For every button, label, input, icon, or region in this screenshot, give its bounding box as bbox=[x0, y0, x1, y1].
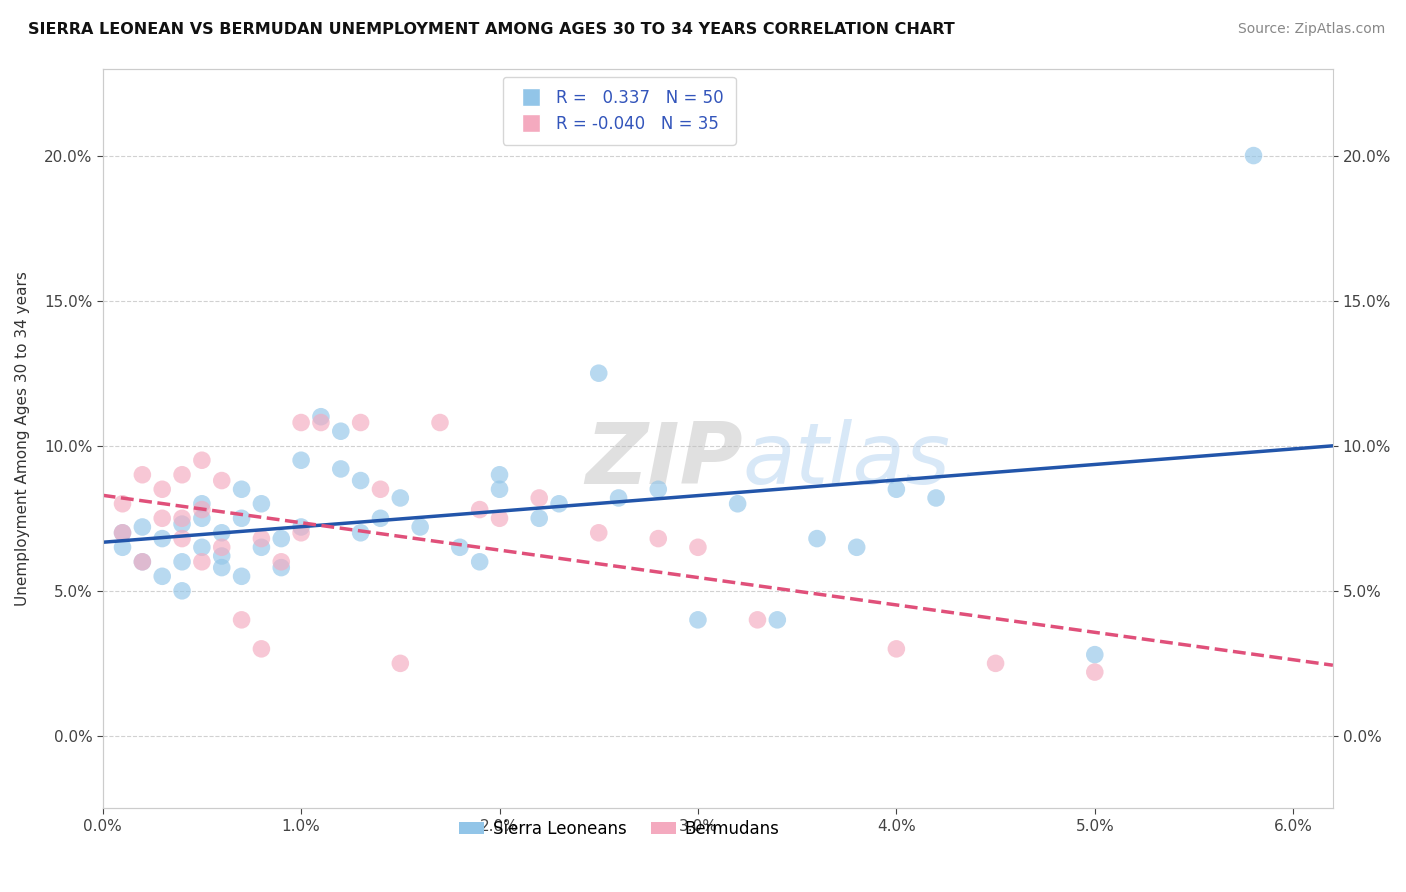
Point bbox=[231, 613, 253, 627]
Point bbox=[231, 482, 253, 496]
Point bbox=[309, 409, 332, 424]
Point bbox=[588, 366, 610, 380]
Point bbox=[170, 583, 193, 598]
Point bbox=[191, 511, 214, 525]
Point bbox=[131, 555, 153, 569]
Point bbox=[468, 502, 491, 516]
Point bbox=[290, 453, 312, 467]
Point bbox=[290, 416, 312, 430]
Point bbox=[270, 555, 292, 569]
Point bbox=[747, 613, 769, 627]
Point bbox=[370, 482, 392, 496]
Point bbox=[548, 497, 571, 511]
Point bbox=[131, 555, 153, 569]
Point bbox=[111, 525, 134, 540]
Point bbox=[150, 532, 173, 546]
Point bbox=[488, 482, 510, 496]
Point bbox=[191, 497, 214, 511]
Point bbox=[290, 525, 312, 540]
Point bbox=[231, 511, 253, 525]
Point bbox=[349, 474, 371, 488]
Point bbox=[191, 453, 214, 467]
Point bbox=[111, 525, 134, 540]
Point bbox=[170, 511, 193, 525]
Text: SIERRA LEONEAN VS BERMUDAN UNEMPLOYMENT AMONG AGES 30 TO 34 YEARS CORRELATION CH: SIERRA LEONEAN VS BERMUDAN UNEMPLOYMENT … bbox=[28, 22, 955, 37]
Point bbox=[727, 497, 749, 511]
Point bbox=[1084, 665, 1107, 679]
Point bbox=[984, 657, 1007, 671]
Point bbox=[211, 549, 233, 563]
Point bbox=[647, 482, 669, 496]
Point bbox=[211, 541, 233, 555]
Point bbox=[211, 525, 233, 540]
Point bbox=[250, 541, 273, 555]
Point bbox=[150, 482, 173, 496]
Point bbox=[686, 541, 709, 555]
Point bbox=[270, 532, 292, 546]
Point bbox=[845, 541, 868, 555]
Y-axis label: Unemployment Among Ages 30 to 34 years: Unemployment Among Ages 30 to 34 years bbox=[15, 271, 30, 606]
Point bbox=[449, 541, 471, 555]
Point bbox=[925, 491, 948, 505]
Point bbox=[211, 560, 233, 574]
Point bbox=[389, 491, 412, 505]
Point bbox=[191, 502, 214, 516]
Point bbox=[250, 641, 273, 656]
Point bbox=[329, 424, 352, 438]
Point bbox=[806, 532, 828, 546]
Point bbox=[349, 416, 371, 430]
Point bbox=[191, 555, 214, 569]
Point bbox=[150, 511, 173, 525]
Point bbox=[111, 541, 134, 555]
Legend: Sierra Leoneans, Bermudans: Sierra Leoneans, Bermudans bbox=[453, 814, 786, 845]
Text: Source: ZipAtlas.com: Source: ZipAtlas.com bbox=[1237, 22, 1385, 37]
Point bbox=[131, 520, 153, 534]
Point bbox=[529, 491, 551, 505]
Point bbox=[607, 491, 630, 505]
Point bbox=[270, 560, 292, 574]
Point bbox=[170, 467, 193, 482]
Point bbox=[250, 532, 273, 546]
Point bbox=[409, 520, 432, 534]
Point bbox=[150, 569, 173, 583]
Point bbox=[211, 474, 233, 488]
Point bbox=[170, 532, 193, 546]
Point bbox=[329, 462, 352, 476]
Point bbox=[1243, 148, 1265, 162]
Point bbox=[170, 555, 193, 569]
Point bbox=[588, 525, 610, 540]
Point bbox=[886, 641, 908, 656]
Point bbox=[686, 613, 709, 627]
Point bbox=[389, 657, 412, 671]
Point bbox=[250, 497, 273, 511]
Point bbox=[170, 517, 193, 532]
Point bbox=[488, 511, 510, 525]
Point bbox=[529, 511, 551, 525]
Point bbox=[131, 467, 153, 482]
Point bbox=[647, 532, 669, 546]
Text: atlas: atlas bbox=[742, 419, 950, 502]
Point bbox=[468, 555, 491, 569]
Point bbox=[349, 525, 371, 540]
Point bbox=[766, 613, 789, 627]
Point bbox=[1084, 648, 1107, 662]
Point bbox=[429, 416, 451, 430]
Point bbox=[111, 497, 134, 511]
Point bbox=[231, 569, 253, 583]
Point bbox=[309, 416, 332, 430]
Point bbox=[191, 541, 214, 555]
Point bbox=[886, 482, 908, 496]
Text: ZIP: ZIP bbox=[585, 419, 742, 502]
Point bbox=[290, 520, 312, 534]
Point bbox=[370, 511, 392, 525]
Point bbox=[488, 467, 510, 482]
